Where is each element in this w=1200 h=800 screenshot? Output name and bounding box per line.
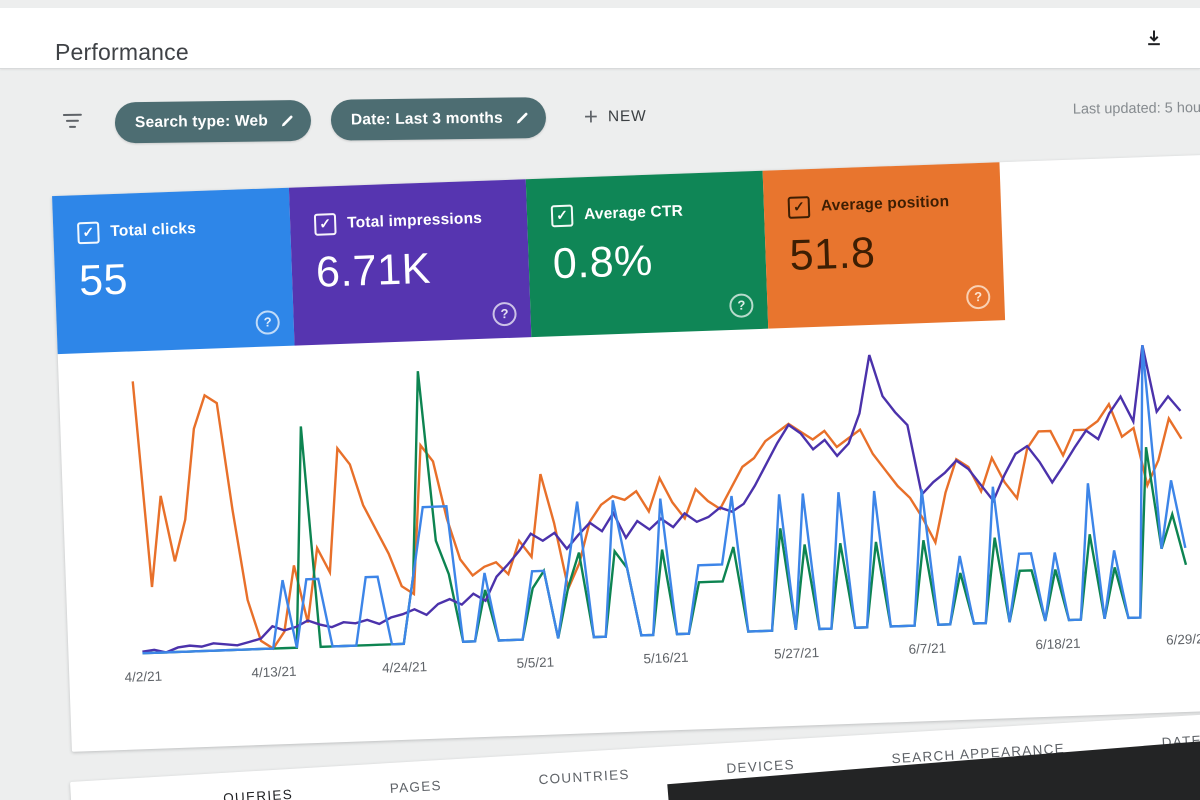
app-bar: Performance [0,8,1200,69]
x-axis-label: 4/2/21 [124,668,163,685]
pencil-icon [516,112,528,124]
tab-queries[interactable]: QUERIES [222,786,294,800]
metric-tile-average-ctr[interactable]: ✓ Average CTR 0.8% ? [525,170,769,338]
performance-card: ✓ Total clicks 55 ? ✓ Total impressions … [52,150,1200,752]
help-icon[interactable]: ? [728,293,754,319]
metric-label: Total clicks [110,220,197,241]
checkbox-checked-icon[interactable]: ✓ [313,213,337,236]
checkbox-checked-icon[interactable]: ✓ [77,221,100,245]
tab-pages[interactable]: PAGES [389,777,443,797]
help-icon[interactable]: ? [255,310,281,335]
metric-label: Average CTR [583,202,684,224]
metric-tile-total-impressions[interactable]: ✓ Total impressions 6.71K ? [288,179,532,346]
last-updated-text: Last updated: 5 hour [1072,100,1200,118]
chart-canvas [131,345,1188,655]
x-axis-label: 6/7/21 [908,640,947,657]
x-axis-label: 5/16/21 [643,649,689,667]
date-filter-chip-label: Date: Last 3 months [350,109,503,128]
checkbox-checked-icon[interactable]: ✓ [787,196,811,219]
metric-tiles: ✓ Total clicks 55 ? ✓ Total impressions … [52,151,1200,355]
metric-value: 0.8% [551,236,654,289]
x-axis-label: 6/29/21 [1165,631,1200,648]
help-icon[interactable]: ? [965,284,991,310]
date-filter-chip[interactable]: Date: Last 3 months [330,97,547,141]
export-button[interactable] [1134,18,1174,58]
tab-devices[interactable]: DEVICES [726,757,796,777]
tab-countries[interactable]: COUNTRIES [538,766,631,788]
pencil-icon [281,115,293,127]
help-icon[interactable]: ? [492,301,517,327]
metric-label: Total impressions [346,209,483,232]
page-title: Performance [55,39,189,66]
new-filter-label: NEW [607,107,647,126]
filter-row: Search type: Web Date: Last 3 months + N… [0,80,1200,157]
series-line-impressions [142,345,1182,654]
metric-value: 55 [78,255,129,306]
x-axis-label: 4/13/21 [251,663,297,681]
x-axis-label: 4/24/21 [381,659,428,676]
search-type-chip-label: Search type: Web [134,111,269,131]
x-axis-label: 6/18/21 [1035,635,1081,653]
series-line-clicks [142,345,1187,655]
download-icon [1148,30,1160,46]
x-axis-label: 5/27/21 [773,645,820,662]
new-filter-button[interactable]: + NEW [578,101,653,134]
metric-label: Average position [820,193,950,215]
x-axis-label: 5/5/21 [516,654,555,671]
metric-tile-total-clicks[interactable]: ✓ Total clicks 55 ? [52,187,295,355]
metric-value: 6.71K [315,244,432,297]
performance-chart[interactable]: 4/2/21 4/13/21 4/24/21 5/5/21 5/16/21 5/… [124,330,1200,701]
metric-value: 51.8 [788,228,877,280]
search-type-chip[interactable]: Search type: Web [114,99,312,144]
checkbox-checked-icon[interactable]: ✓ [550,204,574,228]
plus-icon: + [583,103,599,131]
filter-list-icon[interactable] [62,113,82,132]
metric-tile-average-position[interactable]: ✓ Average position 51.8 ? [762,162,1006,329]
